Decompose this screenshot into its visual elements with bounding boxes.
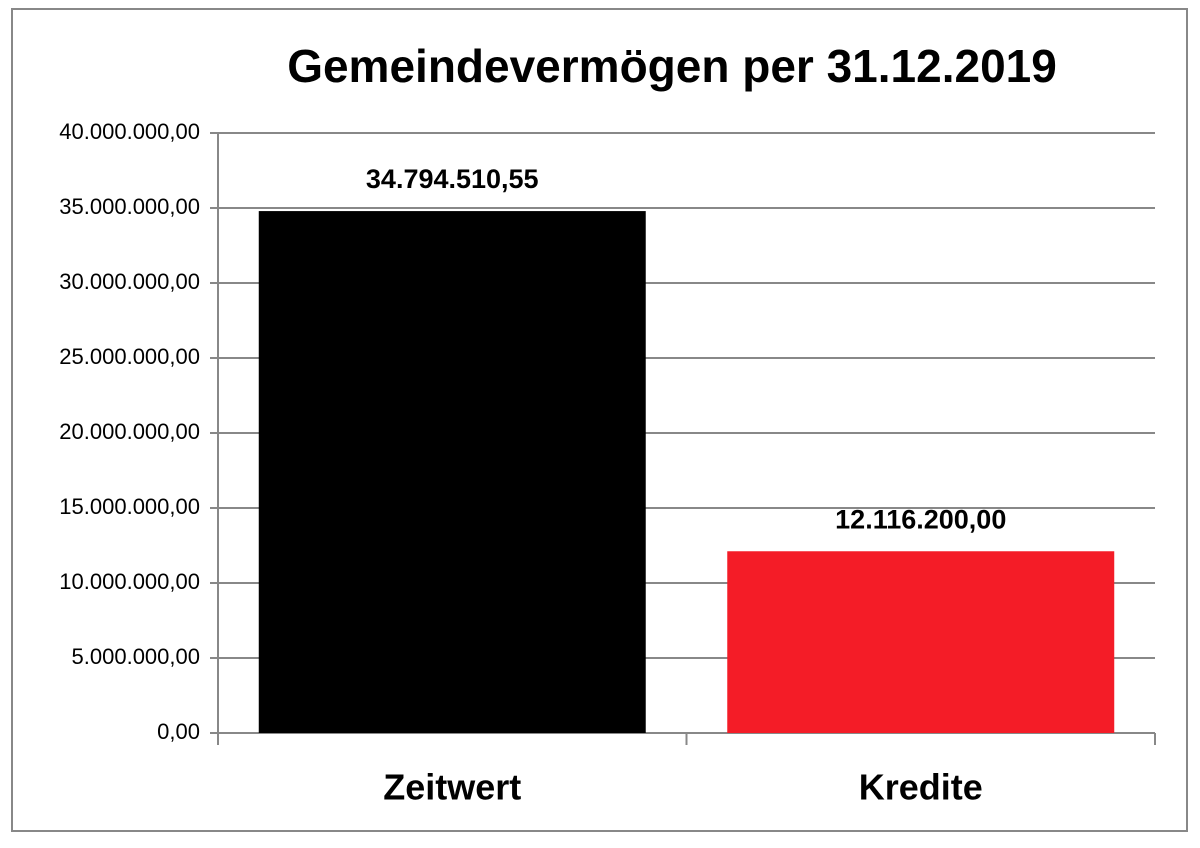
bar [727, 551, 1115, 733]
y-tick-label: 25.000.000,00 [59, 344, 200, 369]
y-tick-label: 0,00 [157, 719, 200, 744]
data-label: 12.116.200,00 [835, 504, 1006, 534]
data-label: 34.794.510,55 [366, 164, 539, 194]
y-tick-label: 5.000.000,00 [72, 644, 200, 669]
bar [258, 211, 646, 733]
y-tick-label: 40.000.000,00 [59, 119, 200, 144]
y-tick-label: 35.000.000,00 [59, 194, 200, 219]
x-tick-label: Kredite [859, 767, 983, 808]
chart-title: Gemeindevermögen per 31.12.2019 [287, 40, 1057, 92]
x-tick-label: Zeitwert [383, 767, 521, 808]
y-tick-label: 20.000.000,00 [59, 419, 200, 444]
y-tick-label: 10.000.000,00 [59, 569, 200, 594]
y-tick-label: 30.000.000,00 [59, 269, 200, 294]
y-tick-label: 15.000.000,00 [59, 494, 200, 519]
